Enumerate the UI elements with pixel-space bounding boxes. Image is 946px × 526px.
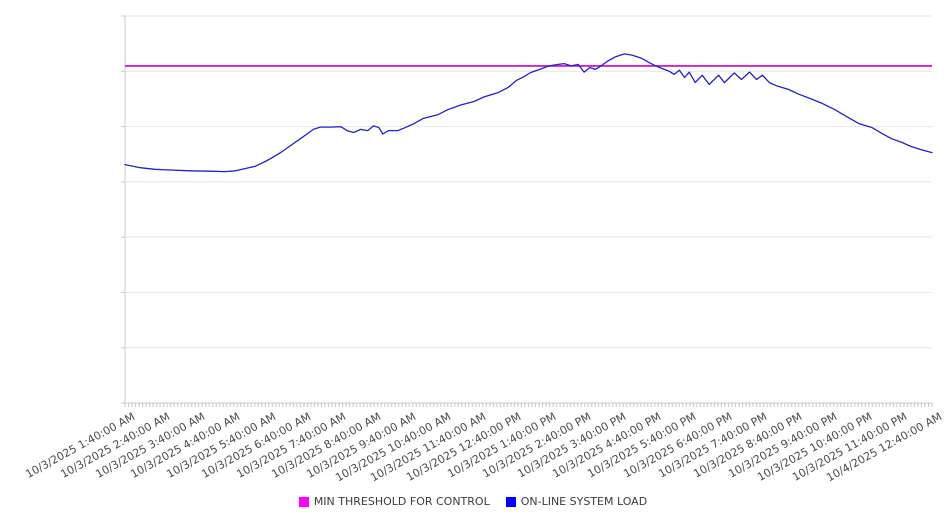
legend: MIN THRESHOLD FOR CONTROL ON-LINE SYSTEM…	[0, 495, 946, 508]
threshold-legend-label: MIN THRESHOLD FOR CONTROL	[313, 495, 490, 508]
load-legend-swatch	[505, 496, 516, 507]
load-legend-label: ON-LINE SYSTEM LOAD	[520, 495, 648, 508]
threshold-legend-swatch	[298, 496, 309, 507]
load-line	[124, 53, 933, 173]
legend-item-min-threshold: MIN THRESHOLD FOR CONTROL	[298, 495, 490, 508]
legend-item-system-load: ON-LINE SYSTEM LOAD	[505, 495, 648, 508]
